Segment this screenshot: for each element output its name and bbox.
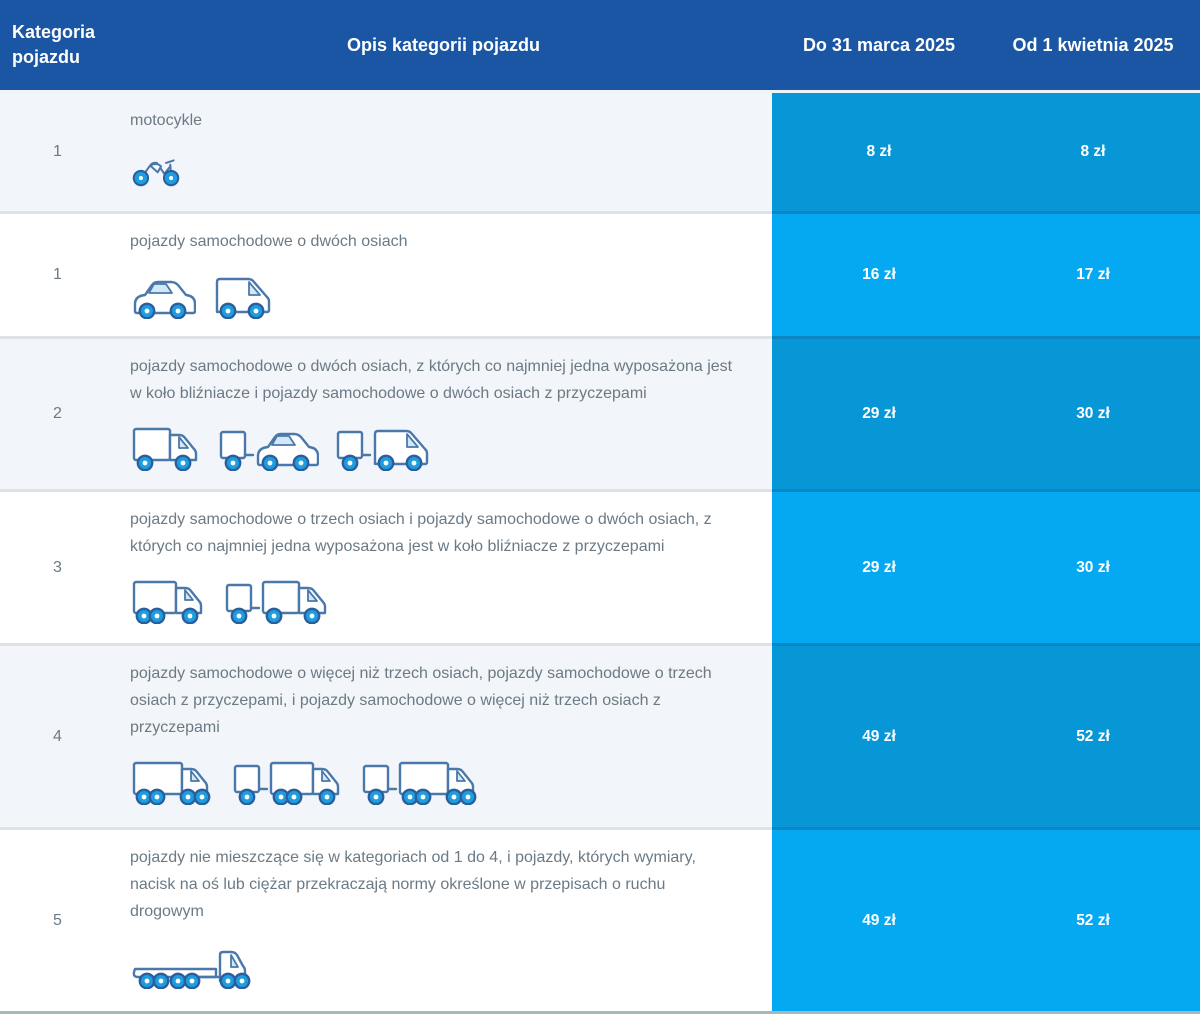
vehicle-icons	[130, 419, 734, 471]
price-before-cell: 8 zł	[772, 93, 986, 211]
table-row: 3 pojazdy samochodowe o trzech osiach i …	[0, 492, 1200, 643]
price-after-cell: 52 zł	[986, 646, 1200, 827]
box-truck-4-axle-icon	[130, 753, 216, 805]
vehicle-icons	[130, 267, 734, 319]
category-number: 3	[0, 492, 115, 643]
oversize-flatbed-truck-icon	[130, 937, 264, 989]
vehicle-icons	[130, 146, 734, 190]
category-description-text: pojazdy samochodowe o więcej niż trzech …	[130, 665, 712, 736]
category-description-cell: pojazdy samochodowe o dwóch osiach	[115, 214, 772, 336]
price-before-cell: 49 zł	[772, 830, 986, 1011]
truck-3-axle-with-trailer-icon	[232, 753, 345, 805]
category-description-text: pojazdy samochodowe o trzech osiach i po…	[130, 511, 712, 555]
header-category-column: Kategoria pojazdu	[12, 22, 96, 67]
truck-2-axle-with-trailer-icon	[224, 572, 331, 624]
header-description-column: Opis kategorii pojazdu	[346, 34, 541, 55]
box-truck-2-axle-icon	[130, 419, 202, 471]
category-description-cell: pojazdy samochodowe o dwóch osiach, z kt…	[115, 339, 772, 489]
table-bottom-border	[0, 1011, 1200, 1014]
table-row: 1 motocykle 8 zł 8 zł	[0, 93, 1200, 211]
category-description-text: pojazdy nie mieszczące się w kategoriach…	[130, 849, 696, 920]
car-icon	[130, 268, 196, 319]
table-row: 1 pojazdy samochodowe o dwóch osiach 16 …	[0, 214, 1200, 336]
box-truck-3-axle-icon	[130, 572, 208, 624]
table-row: 5 pojazdy nie mieszczące się w kategoria…	[0, 830, 1200, 1011]
table-header-row: Kategoria pojazdu Opis kategorii pojazdu…	[0, 0, 1200, 93]
price-after-cell: 30 zł	[986, 339, 1200, 489]
price-after-cell: 52 zł	[986, 830, 1200, 1011]
category-description-cell: pojazdy nie mieszczące się w kategoriach…	[115, 830, 772, 1011]
table-row: 2 pojazdy samochodowe o dwóch osiach, z …	[0, 339, 1200, 489]
category-number: 4	[0, 646, 115, 827]
table-row: 4 pojazdy samochodowe o więcej niż trzec…	[0, 646, 1200, 827]
delivery-van-icon	[212, 267, 276, 319]
car-with-trailer-icon	[218, 419, 319, 471]
category-number: 2	[0, 339, 115, 489]
category-description-text: pojazdy samochodowe o dwóch osiach	[130, 233, 408, 250]
header-price-after-column: Od 1 kwietnia 2025	[1012, 34, 1174, 55]
category-number: 1	[0, 93, 115, 211]
vehicle-icons	[130, 937, 734, 989]
price-before-cell: 49 zł	[772, 646, 986, 827]
price-after-cell: 8 zł	[986, 93, 1200, 211]
category-number: 5	[0, 830, 115, 1011]
category-description-cell: pojazdy samochodowe o więcej niż trzech …	[115, 646, 772, 827]
category-number: 1	[0, 214, 115, 336]
price-before-cell: 29 zł	[772, 492, 986, 643]
category-description-cell: motocykle	[115, 93, 772, 211]
price-after-cell: 17 zł	[986, 214, 1200, 336]
van-with-trailer-icon	[335, 419, 434, 471]
truck-4-axle-with-trailer-icon	[361, 753, 482, 805]
category-description-cell: pojazdy samochodowe o trzech osiach i po…	[115, 492, 772, 643]
price-before-cell: 29 zł	[772, 339, 986, 489]
vehicle-icons	[130, 753, 734, 805]
header-price-before-column: Do 31 marca 2025	[802, 34, 956, 55]
price-before-cell: 16 zł	[772, 214, 986, 336]
category-description-text: motocykle	[130, 112, 203, 129]
table-body: 1 motocykle 8 zł 8 zł 1 pojazdy samochod…	[0, 93, 1200, 1011]
vehicle-icons	[130, 572, 734, 624]
price-after-cell: 30 zł	[986, 492, 1200, 643]
motorcycle-icon	[130, 146, 182, 190]
category-description-text: pojazdy samochodowe o dwóch osiach, z kt…	[130, 358, 733, 402]
